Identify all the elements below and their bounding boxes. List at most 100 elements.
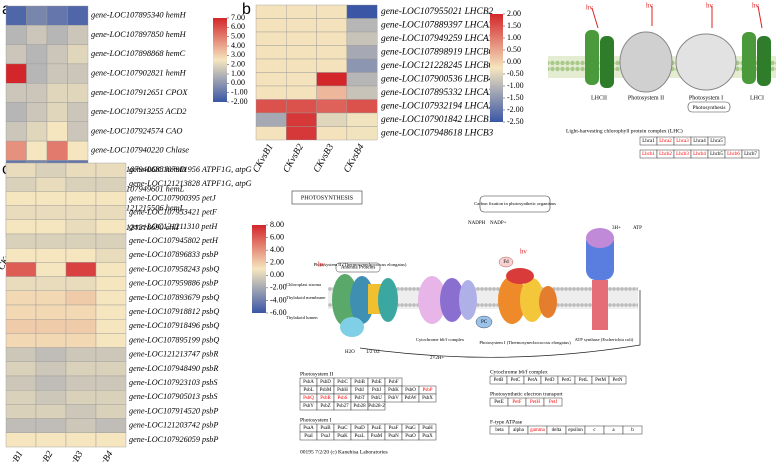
gene-box[interactable]: PsaF [389,426,399,431]
gene-box[interactable]: Lhca5 [710,139,723,144]
gene-box[interactable]: PetD [545,378,555,383]
gene-box[interactable]: PsaC [337,426,348,431]
gene-box[interactable]: Lhca3 [676,139,689,144]
heat-cell [46,5,68,26]
gene-box[interactable]: PsaE [372,426,382,431]
gene-box[interactable]: PsbA [303,380,314,385]
gene-box[interactable]: PsaO [405,434,416,439]
gene-box[interactable]: c [593,428,596,433]
gene-box[interactable]: PsaN [388,434,399,439]
gene-box[interactable]: Psb27 [336,404,349,409]
gene-box[interactable]: Psb28 [353,404,366,409]
gene-box[interactable]: PsaI [304,434,313,439]
gene-box[interactable]: PsbW [405,396,417,401]
gene-box[interactable]: PsbM [320,388,332,393]
gene-box[interactable]: PsbD [320,380,331,385]
gene-box[interactable]: PsbF [388,380,398,385]
gene-box[interactable]: PetL [579,378,588,383]
gene-box[interactable]: PetC [511,378,521,383]
gene-box[interactable]: Psb28-2 [368,404,385,409]
heat-cell [5,121,27,142]
gene-box[interactable]: PsaB [320,426,331,431]
gene-box[interactable]: PetH [530,400,540,405]
gene-box[interactable]: Lhca4 [693,139,706,144]
link-label[interactable]: Photosynthesis [692,105,725,111]
heat-cell [286,99,317,114]
gene-box[interactable]: PsbI [355,388,364,393]
link-box[interactable] [335,262,381,273]
gene-box[interactable]: PsaK [337,434,348,439]
gene-box[interactable]: PsbV [388,396,399,401]
gene-box[interactable]: Lhca2 [659,139,672,144]
gene-box[interactable]: PsbY [303,404,314,409]
atp-part [592,280,608,330]
gene-box[interactable]: PsbX [422,396,433,401]
gene-box[interactable]: PsbZ [320,404,330,409]
link-box[interactable] [479,195,551,213]
gene-box[interactable]: PsaM [371,434,383,439]
gene-box[interactable]: PsbU [371,396,382,401]
flow-line [359,290,641,358]
gene-box[interactable]: PetE [494,400,503,405]
gene-box[interactable]: PsbR [320,396,331,401]
gene-box[interactable]: Lhca1 [642,139,655,144]
gene-box[interactable]: delta [552,428,562,433]
gene-box[interactable]: PsbJ [372,388,381,393]
row-label: gene-LOC107923103 psbS [129,378,217,387]
gene-box[interactable]: PetJ [549,400,557,405]
gene-box[interactable]: PsbE [371,380,381,385]
gene-box[interactable]: PsbL [303,388,313,393]
gene-box[interactable]: PsaH [422,426,433,431]
gene-box[interactable]: Lhcb2 [659,152,672,157]
heat-cell [65,347,97,363]
gene-box[interactable]: alpha [513,428,525,433]
gene-box[interactable]: Lhcb1 [642,152,655,157]
gene-box[interactable]: PetF [512,400,521,405]
colorbar-tick-label: 0.00 [231,78,245,87]
gene-box[interactable]: PsbC [337,380,348,385]
label: Photosystem I [689,95,723,101]
row-label: gene-LOC107918496 psbQ [129,321,219,330]
gene-box[interactable]: PsbK [388,388,399,393]
label: H2O [345,350,355,355]
gene-box[interactable]: gamma [530,428,545,433]
lhc-diagram: hν hν hν hν LHCII Photosystem II Photosy… [548,2,776,134]
gene-box[interactable]: PetB [494,378,504,383]
gene-box[interactable]: PetG [562,378,572,383]
heat-cell [316,31,348,46]
gene-box[interactable]: PsbT [354,396,364,401]
gene-box[interactable]: Lhcb5 [710,152,723,157]
table-cell [622,425,643,435]
gene-box[interactable]: Lhcb6 [727,152,740,157]
gene-box[interactable]: PetN [613,378,623,383]
gene-box[interactable]: PsbP [422,388,432,393]
heat-cell [65,404,97,419]
gene-box[interactable]: PetA [528,378,538,383]
gene-box[interactable]: PsaG [405,426,416,431]
link-box[interactable] [687,101,731,113]
gene-box[interactable]: PsbS [337,396,347,401]
gene-box[interactable]: PsaL [355,434,365,439]
gene-box[interactable]: b [631,428,634,433]
gene-box[interactable]: beta [495,428,504,433]
gene-box[interactable]: PsaA [303,426,314,431]
gene-box[interactable]: PsbO [405,388,416,393]
gene-box[interactable]: Lhcb7 [744,152,757,157]
gene-box[interactable]: PetM [595,378,606,383]
gene-box[interactable]: PsbQ [303,396,314,401]
gene-box[interactable]: PsaJ [321,434,330,439]
heat-cell [67,5,89,26]
link-label[interactable]: Carbon fixation in photosynthetic organi… [474,201,556,206]
gene-box[interactable]: PsaD [354,426,365,431]
link-label[interactable]: Antenna Proteins [341,266,376,271]
heat-cell [65,319,97,334]
gene-box[interactable]: Lhcb3 [676,152,689,157]
gene-box[interactable]: Lhcb4 [693,152,706,157]
label: 3H+ [612,226,621,231]
gene-box[interactable]: PsbB [354,380,365,385]
gene-box[interactable]: PsbH [337,388,348,393]
heat-cell [46,140,68,161]
gene-box[interactable]: epsilon [568,428,583,433]
gene-box[interactable]: PsaX [422,434,433,439]
gene-box[interactable]: a [612,428,615,433]
